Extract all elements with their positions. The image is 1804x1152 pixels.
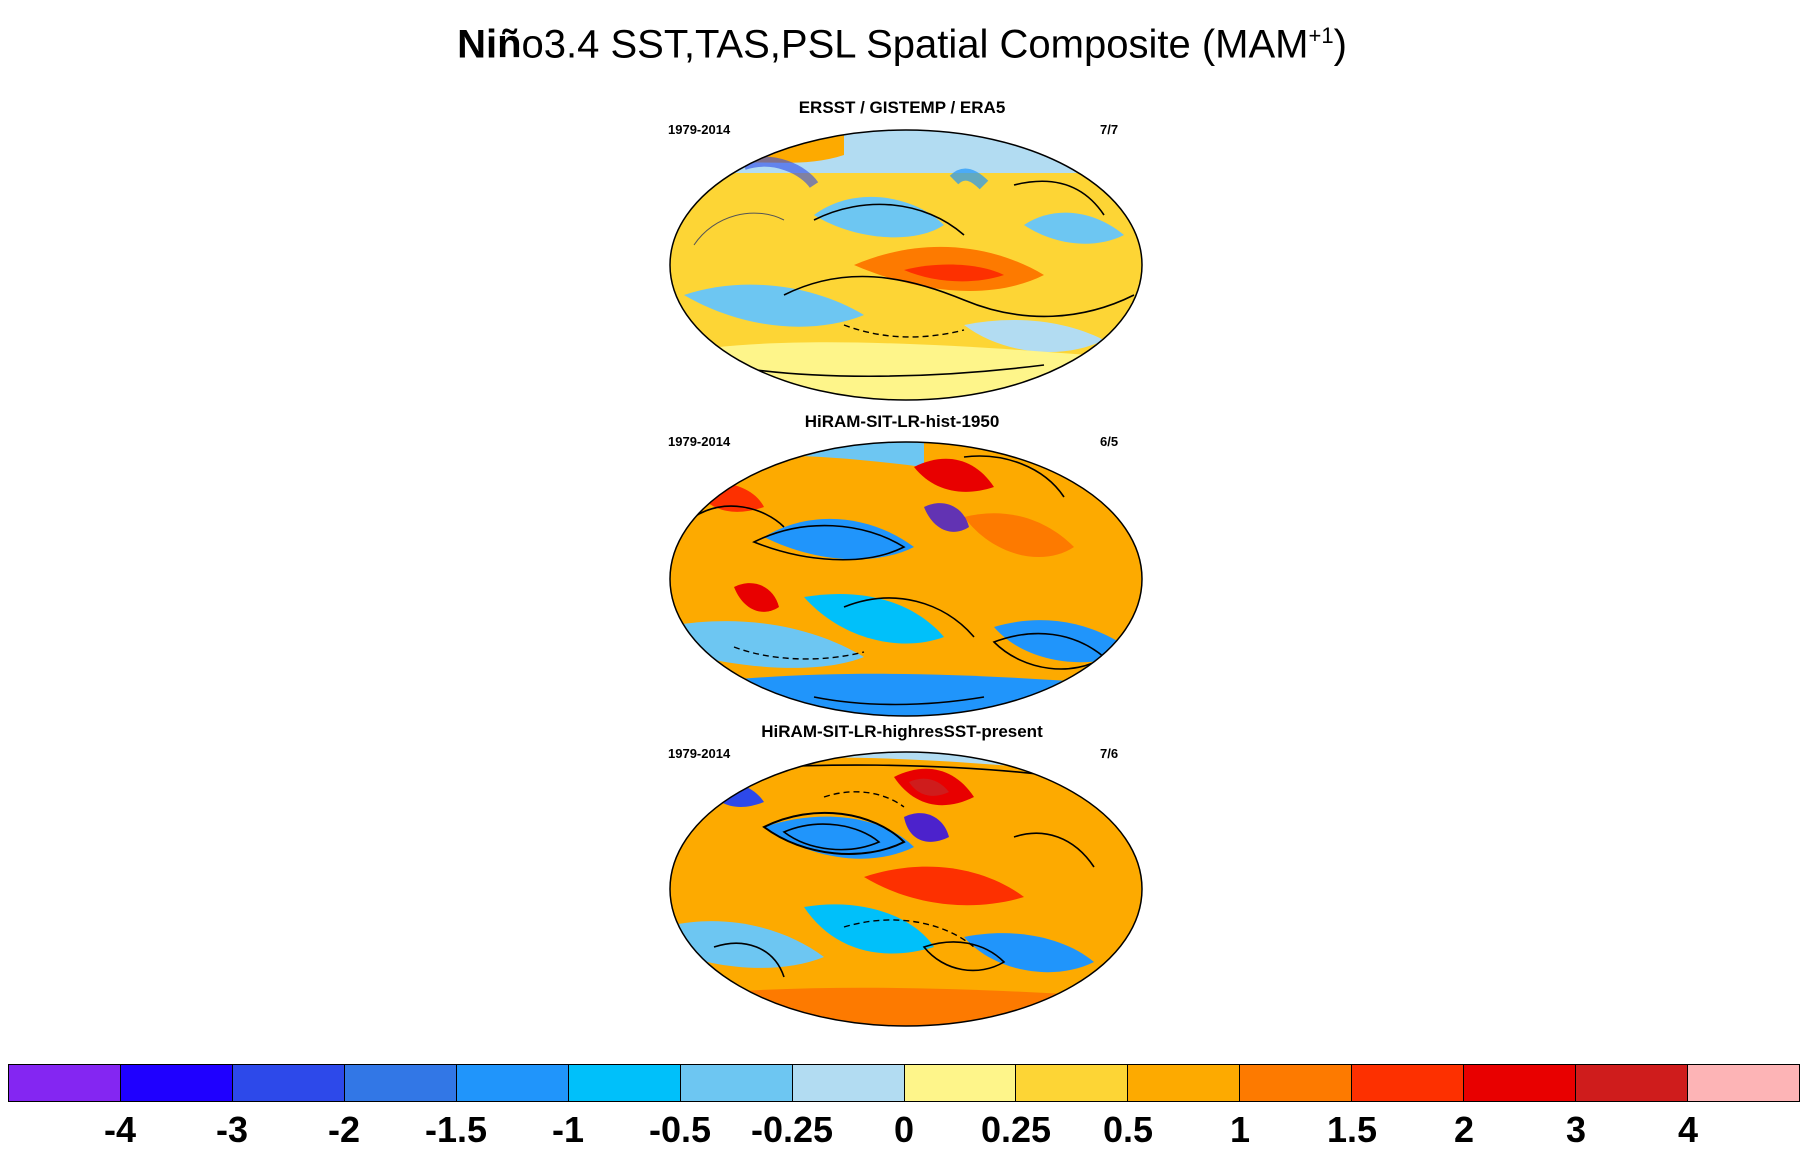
colorbar-swatch (9, 1065, 121, 1101)
panel-2-period: 1979-2014 (668, 434, 731, 449)
panel-3-map (669, 751, 1143, 1027)
colorbar-label: 0.25 (980, 1109, 1052, 1150)
colorbar-label: 1.5 (1326, 1109, 1378, 1150)
colorbar-swatch (344, 1065, 457, 1101)
colorbar-label: 0 (893, 1109, 915, 1150)
colorbar-label: 2 (1453, 1109, 1475, 1150)
colorbar-label: -0.5 (648, 1109, 712, 1150)
colorbar-swatch (568, 1065, 681, 1101)
panel-1-map (669, 129, 1143, 401)
colorbar-label: 0.5 (1102, 1109, 1154, 1150)
colorbar-label: -1.5 (424, 1109, 488, 1150)
colorbar (8, 1064, 1800, 1102)
colorbar-label: 1 (1229, 1109, 1251, 1150)
colorbar-swatch (1576, 1065, 1689, 1101)
colorbar-label: -4 (103, 1109, 137, 1150)
colorbar-swatch (120, 1065, 233, 1101)
colorbar-swatch (1464, 1065, 1577, 1101)
colorbar-label: 3 (1565, 1109, 1587, 1150)
main-title: Niño3.4 SST,TAS,PSL Spatial Composite (M… (457, 22, 1347, 67)
colorbar-swatch (1016, 1065, 1129, 1101)
colorbar-swatch (904, 1065, 1017, 1101)
colorbar-swatch (1688, 1065, 1799, 1101)
panel-2-title: HiRAM-SIT-LR-hist-1950 (804, 412, 1000, 431)
panel-3-title: HiRAM-SIT-LR-highresSST-present (761, 722, 1043, 741)
panel-2-count: 6/5 (1100, 434, 1119, 449)
colorbar-swatch (1128, 1065, 1241, 1101)
colorbar-label: -0.25 (750, 1109, 834, 1150)
colorbar-swatch (792, 1065, 905, 1101)
panel-3-period: 1979-2014 (668, 746, 731, 761)
colorbar-label: -2 (327, 1109, 361, 1150)
colorbar-label: 4 (1677, 1109, 1699, 1150)
colorbar-swatch (1240, 1065, 1353, 1101)
colorbar-swatch (680, 1065, 793, 1101)
panel-3-count: 7/6 (1100, 746, 1119, 761)
panel-2-map (669, 441, 1143, 717)
colorbar-swatch (1352, 1065, 1465, 1101)
colorbar-label: -1 (551, 1109, 585, 1150)
panel-1-period: 1979-2014 (668, 122, 731, 137)
colorbar-swatch (456, 1065, 569, 1101)
colorbar-swatch (232, 1065, 345, 1101)
panel-1-count: 7/7 (1100, 122, 1119, 137)
panel-1-title: ERSST / GISTEMP / ERA5 (798, 98, 1006, 117)
colorbar-label: -3 (215, 1109, 249, 1150)
